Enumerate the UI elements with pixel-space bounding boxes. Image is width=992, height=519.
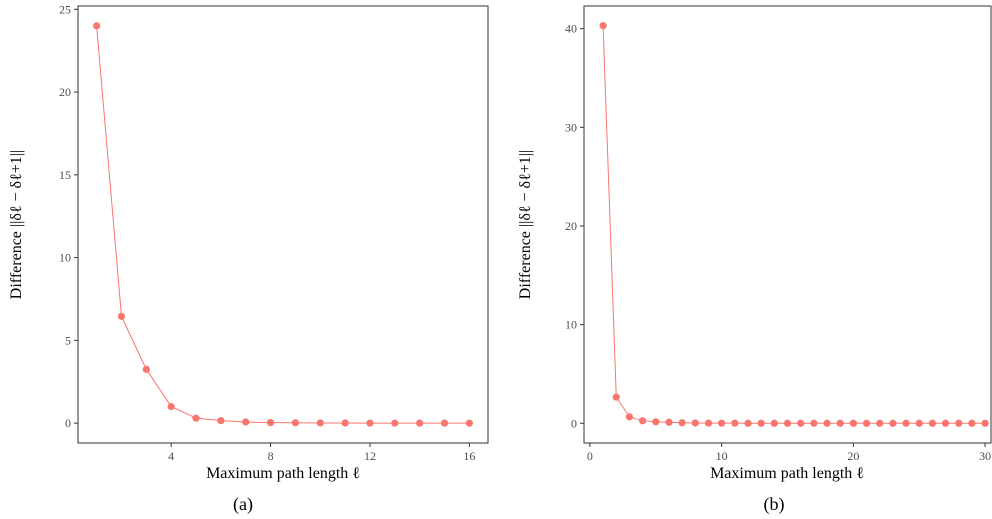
x-tick-label: 12 (364, 449, 376, 463)
y-tick-label: 5 (65, 333, 71, 347)
data-point (823, 419, 831, 427)
data-point (770, 419, 778, 427)
data-point (731, 419, 739, 427)
x-tick-label: 30 (979, 449, 991, 463)
data-point (599, 22, 607, 30)
y-axis-title: Difference ||δℓ − δℓ+1|| (517, 150, 534, 299)
y-tick-label: 15 (59, 168, 71, 182)
data-point (416, 419, 424, 427)
chart-panel-0: 0 5 10 15 20 25 4 8 12 16 Maximum path length ℓ Dif… (8, 2, 489, 515)
data-point (217, 417, 225, 425)
data-point (836, 419, 844, 427)
data-point (810, 419, 818, 427)
y-tick-label: 30 (565, 120, 577, 134)
data-point (981, 419, 989, 427)
y-axis-title: Difference ||δℓ − δℓ+1|| (8, 150, 25, 299)
data-point (341, 419, 349, 427)
data-point (192, 414, 200, 422)
data-point (704, 419, 713, 427)
y-tick-label: 0 (571, 416, 577, 430)
series-line (96, 25, 470, 424)
y-tick-label: 20 (59, 85, 71, 99)
data-point (902, 419, 910, 427)
data-point (797, 419, 805, 427)
data-point (718, 419, 726, 427)
data-point (291, 419, 300, 427)
data-point (117, 312, 126, 320)
x-tick-label: 10 (716, 449, 728, 463)
y-tick-label: 25 (59, 2, 71, 16)
x-axis-title: Maximum path length ℓ (206, 465, 360, 482)
data-point (757, 419, 765, 427)
data-point (928, 419, 936, 427)
y-tick-label: 0 (65, 416, 71, 430)
chart-panel-1: 0 10 20 30 40 0 10 20 30 Maximum path length ℓ Dif… (517, 5, 992, 515)
data-point (941, 419, 950, 427)
data-point (167, 402, 175, 411)
x-axis-title: Maximum path length ℓ (710, 465, 864, 482)
data-point (440, 419, 449, 427)
x-tick-label: 16 (463, 449, 475, 463)
plot-area (77, 5, 489, 444)
panel-caption: (b) (764, 494, 785, 515)
y-tick-label: 20 (565, 219, 577, 233)
data-point (744, 419, 752, 427)
y-tick-label: 10 (59, 251, 71, 265)
data-point (316, 419, 324, 427)
data-point (242, 418, 250, 426)
data-point (652, 418, 660, 426)
data-point (968, 419, 976, 427)
data-point (889, 419, 897, 427)
data-point (612, 393, 620, 401)
data-point (465, 419, 473, 427)
data-point (691, 419, 699, 427)
x-tick-label: 4 (168, 449, 174, 463)
data-point (915, 419, 923, 427)
data-point (876, 419, 884, 427)
data-point (783, 419, 792, 427)
panel-caption: (a) (233, 494, 253, 515)
data-point (366, 419, 374, 427)
x-tick-label: 8 (268, 449, 274, 463)
data-point (93, 22, 101, 30)
data-point (665, 418, 673, 426)
data-point (391, 419, 399, 427)
x-tick-label: 0 (587, 449, 593, 463)
data-point (849, 419, 857, 427)
y-tick-label: 40 (565, 22, 577, 36)
y-tick-label: 10 (565, 318, 577, 332)
data-point (639, 417, 647, 425)
data-point (142, 365, 150, 373)
data-point (678, 419, 686, 427)
data-point (625, 413, 634, 421)
series-line (602, 25, 986, 424)
x-tick-label: 20 (847, 449, 859, 463)
data-point (266, 419, 275, 427)
data-point (955, 419, 963, 427)
data-point (862, 419, 871, 427)
plot-area (583, 5, 992, 444)
